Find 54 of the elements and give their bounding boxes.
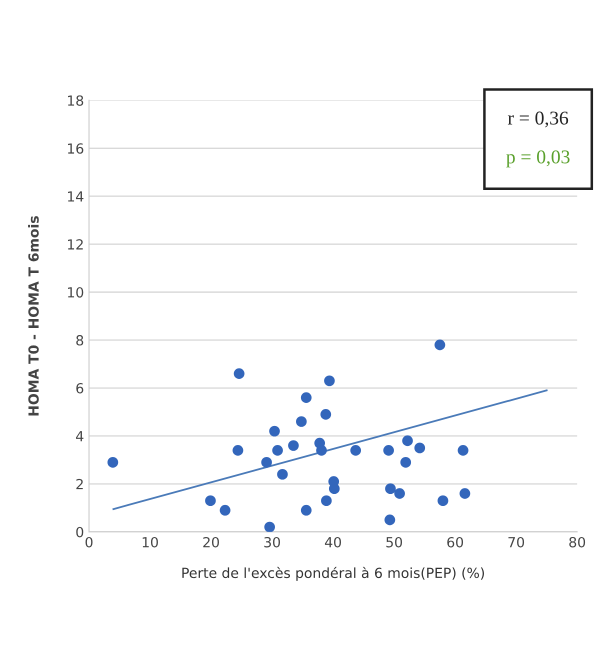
point — [385, 483, 396, 494]
point — [296, 416, 307, 427]
y-tick-label: 18 — [68, 95, 84, 106]
point — [264, 522, 275, 532]
x-tick-label: 60 — [447, 536, 464, 548]
y-tick-label: 14 — [68, 191, 84, 202]
x-tick-label: 40 — [324, 536, 342, 548]
point — [394, 488, 405, 499]
point — [384, 514, 396, 526]
x-axis-title: Perte de l'excès pondéral à 6 mois(PEP) (%) — [182, 566, 484, 581]
point — [316, 444, 327, 456]
y-tick-label: 0 — [76, 526, 84, 538]
point — [300, 392, 312, 403]
point — [107, 456, 118, 468]
point — [269, 426, 280, 437]
point — [205, 495, 216, 506]
point — [383, 444, 394, 456]
y-tick-label: 16 — [68, 143, 84, 154]
point — [350, 444, 362, 456]
y-tick-label: 2 — [76, 478, 83, 490]
point — [220, 504, 230, 516]
point — [324, 375, 335, 386]
point — [434, 340, 446, 350]
point — [321, 495, 332, 506]
x-tick-label: 50 — [386, 536, 402, 548]
x-tick-label: 80 — [569, 536, 586, 548]
point — [272, 444, 283, 456]
point — [300, 504, 312, 516]
point — [400, 456, 412, 468]
x-tick-label: 70 — [508, 536, 524, 548]
point — [320, 409, 332, 420]
y-tick-label: 8 — [76, 335, 84, 346]
y-tick-label: 6 — [76, 382, 84, 394]
x-tick-label: 20 — [203, 536, 219, 548]
point — [288, 440, 299, 451]
point — [328, 483, 340, 494]
x-tick-label: 10 — [142, 536, 158, 548]
point — [402, 435, 413, 446]
point — [232, 444, 244, 456]
point — [414, 442, 426, 454]
annotation: p = 0,03 — [506, 150, 570, 168]
point — [460, 488, 470, 499]
x-tick-label: 0 — [86, 536, 93, 548]
y-tick-label: 4 — [76, 431, 84, 442]
annotation: r = 0,36 — [508, 112, 568, 128]
x-tick-label: 30 — [264, 536, 280, 548]
point — [458, 444, 468, 456]
y-tick-label: 10 — [68, 287, 84, 298]
y-axis-title: HOMA T0 - HOMA T 6mois — [28, 216, 39, 416]
y-tick-label: 12 — [68, 239, 83, 250]
point — [438, 495, 448, 506]
point — [234, 368, 244, 379]
point — [277, 468, 288, 480]
point — [261, 456, 272, 468]
